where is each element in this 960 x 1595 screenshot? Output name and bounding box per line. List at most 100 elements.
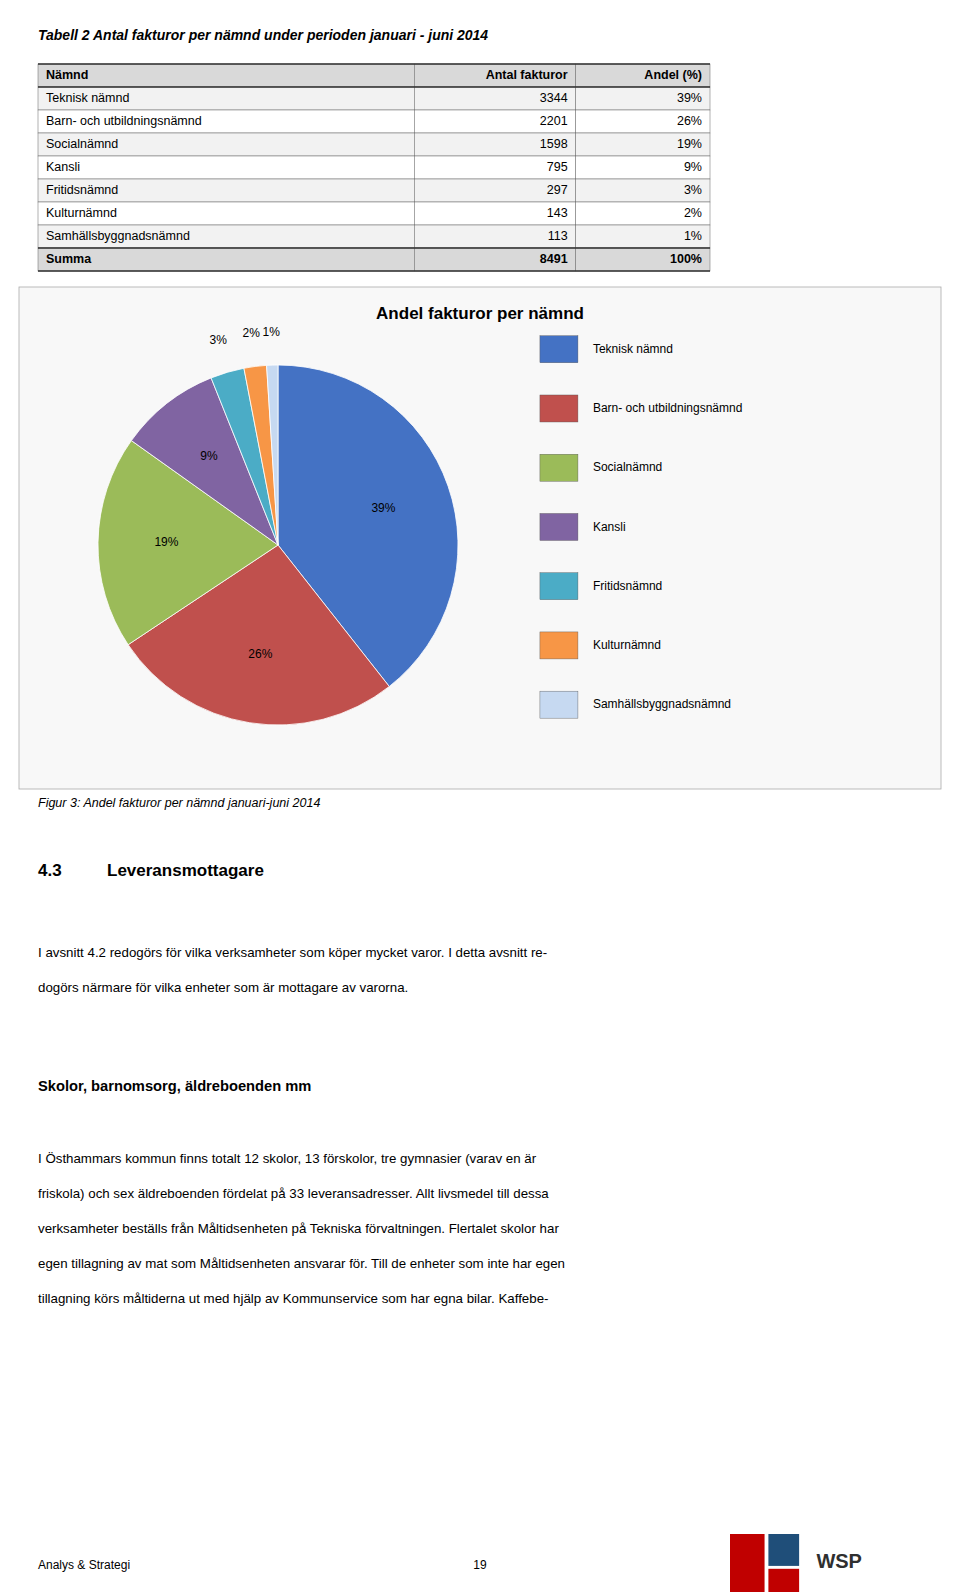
table-rule xyxy=(38,247,710,249)
table-cell xyxy=(38,64,414,87)
table-cell-text: 795 xyxy=(547,160,568,174)
chart-title: Andel fakturor per nämnd xyxy=(376,304,584,323)
table-header-text: Summa xyxy=(46,252,92,266)
table-cell xyxy=(38,248,414,271)
table: Nämnd Antal fakturor Andel (%) Teknisk nämn… xyxy=(38,64,710,271)
pie-slice xyxy=(244,365,278,545)
pie: 39% 26% 19% 9% 3% 2%1% xyxy=(98,325,458,725)
table-cell xyxy=(414,248,575,271)
logo: WSP xyxy=(730,1534,862,1592)
legend-swatch xyxy=(540,395,578,422)
paragraph-line: dogörs närmare för vilka enheter som är … xyxy=(38,980,408,995)
table-cell-text: Fritidsnämnd xyxy=(46,183,118,197)
table-rule xyxy=(38,270,710,272)
logo-shape xyxy=(730,1534,765,1592)
legend-swatch xyxy=(540,336,578,363)
paragraph-line: I Östhammars kommun finns totalt 12 skol… xyxy=(38,1151,537,1166)
table-cell xyxy=(576,248,710,271)
legend-swatch xyxy=(540,573,578,600)
legend-swatch xyxy=(540,513,578,540)
table-cell xyxy=(414,87,575,110)
table-cell xyxy=(576,225,710,248)
chart: Andel fakturor per nämnd 39% 26% 19% 9% 3% 2%1… xyxy=(19,287,941,789)
table-rule xyxy=(38,86,710,88)
figure-caption: Figur 3: Andel fakturor per nämnd januar… xyxy=(38,796,320,810)
table-cell xyxy=(38,87,414,110)
chart-background xyxy=(19,287,941,789)
table-cell-text: 9% xyxy=(684,160,702,174)
data-label: 1% xyxy=(263,325,281,339)
paragraph-line: verksamheter beställs från Måltidsenhete… xyxy=(38,1221,559,1236)
table-cell-text: Barn- och utbildningsnämnd xyxy=(46,114,202,128)
table-cell-text: 19% xyxy=(677,137,702,151)
table-cell-text: 113 xyxy=(548,229,568,243)
table-cell xyxy=(576,179,710,202)
legend-swatch xyxy=(540,454,578,481)
data-label: 39% xyxy=(371,501,395,515)
page-number: 19 xyxy=(473,1558,487,1572)
legend: Teknisk nämnd Barn- och utbildningsnämnd S… xyxy=(540,336,742,718)
table-cell-text: Socialnämnd xyxy=(46,137,118,151)
data-label: 26% xyxy=(248,647,272,661)
table-rule xyxy=(38,63,710,65)
table-cell-text: 2201 xyxy=(540,114,568,128)
data-label: 3% xyxy=(209,333,227,347)
paragraph-line: egen tillagning av mat som Måltidsenhete… xyxy=(38,1256,565,1271)
table-cell xyxy=(576,156,710,179)
table-cell-text: 297 xyxy=(547,183,568,197)
data-label: 19% xyxy=(154,535,178,549)
table-cell xyxy=(576,202,710,225)
logo-shape xyxy=(768,1569,799,1592)
section-number: 4.3 xyxy=(38,861,62,880)
footer-text: Analys & Strategi xyxy=(38,1558,130,1572)
table-cell xyxy=(576,87,710,110)
table-cell xyxy=(414,64,575,87)
table-cell xyxy=(38,202,414,225)
table-cell xyxy=(38,110,414,133)
logo-text: WSP xyxy=(816,1550,862,1572)
table-cell xyxy=(576,110,710,133)
table-cell-text: Kulturnämnd xyxy=(46,206,117,220)
legend-entry: Kulturnämnd xyxy=(593,638,661,652)
table-cell-text: Kansli xyxy=(46,160,80,174)
table-cell xyxy=(38,225,414,248)
table-cell-text: 3% xyxy=(684,183,702,197)
table-cell xyxy=(38,133,414,156)
legend-entry: Kansli xyxy=(593,520,626,534)
section: 4.3 Leveransmottagare I avsnitt 4.2 redogö… xyxy=(38,861,565,1306)
table-cell xyxy=(576,64,710,87)
table-header-text: Nämnd xyxy=(46,68,88,82)
legend-entry: Fritidsnämnd xyxy=(593,579,662,593)
table-cell xyxy=(38,179,414,202)
table-cell-text: 1% xyxy=(684,229,702,243)
paragraph-line: tillagning körs måltiderna ut med hjälp … xyxy=(38,1291,548,1306)
page-title: Tabell 2 Antal fakturor per nämnd under … xyxy=(38,27,488,43)
table-cell xyxy=(414,133,575,156)
table-cell-text: 39% xyxy=(677,91,702,105)
table-cell-text: 1598 xyxy=(540,137,568,151)
table-cell xyxy=(414,202,575,225)
table-header-text: 100% xyxy=(670,252,702,266)
table-cell xyxy=(414,110,575,133)
table-cell xyxy=(414,225,575,248)
subheading: Skolor, barnomsorg, äldreboenden mm xyxy=(38,1078,311,1094)
table-cell xyxy=(576,133,710,156)
paragraph-line: friskola) och sex äldreboenden fördelat … xyxy=(38,1186,549,1201)
table-cell xyxy=(414,156,575,179)
table-cell-text: Samhällsbyggnadsnämnd xyxy=(46,229,190,243)
table-cell-text: 3344 xyxy=(540,91,568,105)
data-label: 2% xyxy=(242,326,260,340)
table-cell-text: 26% xyxy=(677,114,702,128)
table-cell-text: 143 xyxy=(547,206,568,220)
table-cell xyxy=(414,179,575,202)
legend-swatch xyxy=(540,632,578,659)
legend-entry: Samhällsbyggnadsnämnd xyxy=(593,697,731,711)
data-label: 9% xyxy=(200,449,218,463)
legend-entry: Barn- och utbildningsnämnd xyxy=(593,401,742,415)
paragraph-line: I avsnitt 4.2 redogörs för vilka verksam… xyxy=(38,945,547,960)
table-cell-text: Teknisk nämnd xyxy=(46,91,129,105)
table-header-text: Andel (%) xyxy=(644,68,702,82)
table-header-text: Antal fakturor xyxy=(486,68,568,82)
section-heading: Leveransmottagare xyxy=(107,861,264,880)
legend-entry: Teknisk nämnd xyxy=(593,342,673,356)
